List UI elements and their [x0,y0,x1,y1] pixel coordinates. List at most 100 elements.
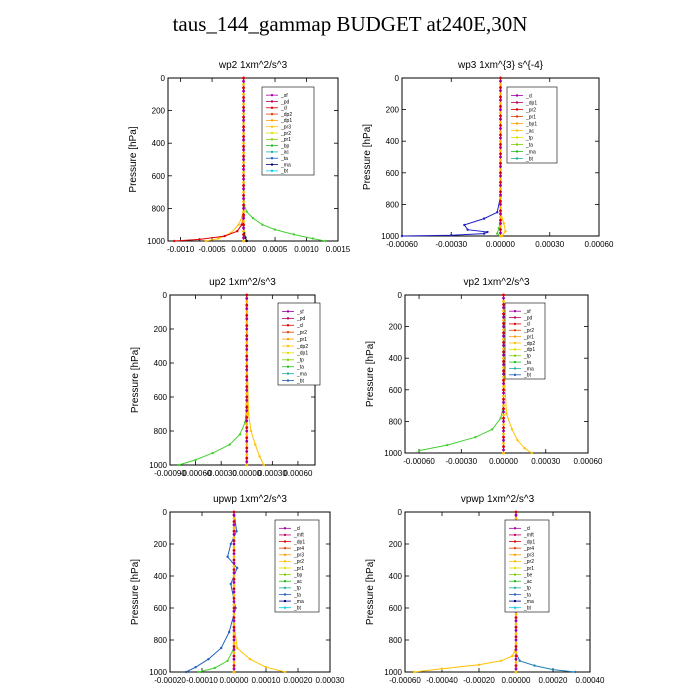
series-point [491,428,494,431]
legend-marker [286,330,290,334]
series-point [242,79,245,83]
series-point [232,641,236,645]
series-point [502,303,505,306]
series-point [514,629,518,632]
series-point [499,206,502,209]
series-point [502,372,505,376]
legend-marker [270,163,274,166]
series-point [232,526,236,530]
series-point [499,108,502,111]
series-point [242,203,245,207]
series-point [499,79,502,83]
legend-marker [286,351,290,355]
series-point [232,654,236,658]
series-point [242,105,245,109]
panel-title: vpwp 1xm^2/s^3 [461,494,535,505]
series-point [499,187,502,191]
series-point [242,158,245,161]
series-point [232,603,236,607]
y-axis-label: Pressure [hPa] [128,126,139,192]
series-point [245,307,249,310]
y-tick-label: 400 [154,572,168,581]
series-point [242,102,245,106]
y-tick-label: 600 [389,386,403,395]
series-point [245,412,249,416]
x-tick-label: 0.00030 [531,457,560,466]
series-point [211,451,214,455]
series-point [245,358,249,361]
series-point [510,428,514,431]
series-point [242,229,245,233]
y-axis-label: Pressure [hPa] [365,341,376,407]
series-point [242,190,245,194]
series-point [245,456,249,460]
legend-label: _pr3 [523,553,534,559]
series-point [514,657,518,661]
x-tick-label: -0.00020 [154,676,186,685]
series-point [499,117,502,121]
legend-marker [286,317,290,320]
series-point [499,221,502,225]
legend-label: _mft [523,533,534,539]
series-point [499,114,502,118]
legend-label: _pr1 [523,334,534,340]
series-point [232,555,236,559]
legend-label: _pr2 [280,131,291,137]
series-point [232,574,236,578]
series-point [502,375,505,379]
series-point [232,545,236,549]
series-point [499,177,502,181]
legend-label: _pd [280,99,290,105]
series-point [245,450,249,453]
series-point [184,670,188,674]
x-tick-label: 0.00000 [489,457,518,466]
x-tick-label: 0.00010 [252,676,281,685]
series-point [242,167,245,171]
series-point [232,590,236,594]
series-point [514,661,518,664]
legend-marker [270,100,274,103]
y-tick-label: 800 [154,636,168,645]
legend-marker [286,310,290,313]
series-point [514,635,518,639]
series-point [499,417,502,420]
legend-marker [515,150,519,153]
series-point [236,230,239,233]
series-point [242,213,245,217]
panel-4: vp2 1xm^2/s^3 0 200 400 600 800 1000-0.00060 -0… [365,277,603,466]
legend-label: _cl [280,106,287,112]
series-point [514,622,518,626]
x-tick-label: -0.0010 [167,245,195,254]
y-tick-label: 400 [389,572,403,581]
series-point [446,443,449,447]
series-point [242,118,245,122]
series-point [245,426,249,429]
series-point [226,659,229,662]
panel-1: wp2 1xm^2/s^3 0 200 400 600 800 1000-0.0010 -0.… [128,60,351,254]
series-point [514,638,518,642]
series-point [514,513,518,517]
series-point [502,394,505,398]
y-tick-label: 0 [163,291,168,300]
series-line-tp [401,78,501,237]
series-point [574,670,577,674]
series-point [502,407,505,411]
legend-label: _ma [523,366,534,372]
series-point [232,593,236,597]
series-point [499,193,502,197]
series-point [243,421,247,424]
series-point [232,632,236,635]
series-point [499,184,502,187]
series-point [502,397,505,401]
series-point [502,299,505,303]
series-point [223,234,226,238]
legend-label: _tp [523,354,531,360]
legend-marker [283,553,287,556]
series-point [173,239,176,243]
series-point [514,632,518,635]
series-point [242,161,245,165]
series-point [226,555,229,558]
series-point [502,404,505,407]
series-point [237,223,240,226]
